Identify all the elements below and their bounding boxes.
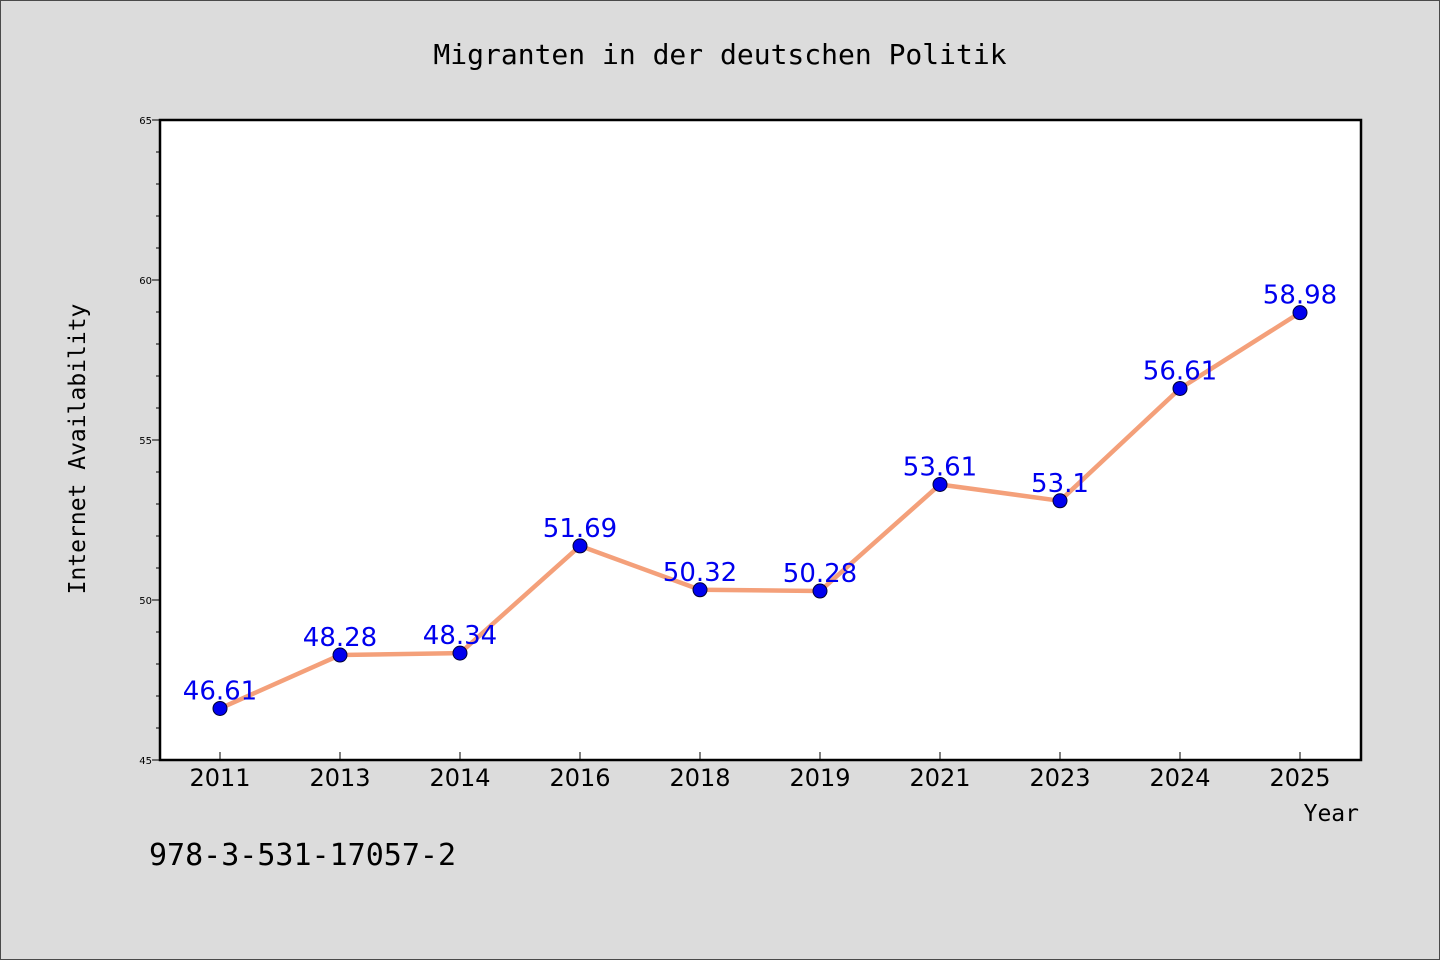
data-label: 53.1: [1031, 469, 1089, 499]
x-tick-label: 2025: [1269, 764, 1330, 792]
data-label: 51.69: [543, 514, 617, 544]
data-point: [932, 476, 948, 492]
x-axis-ticks: 2011 2013 2014 2016 2018 2019 2021 2023 2024 2025: [189, 752, 1331, 792]
x-tick-label: 2016: [549, 764, 610, 792]
data-label: 50.32: [663, 558, 737, 588]
data-point: [812, 583, 828, 599]
data-label: 56.61: [1143, 356, 1217, 386]
x-axis-label: Year: [1304, 801, 1359, 827]
data-label: 50.28: [783, 559, 857, 589]
isbn-annotation: 978-3-531-17057-2: [149, 838, 456, 873]
series-lines: [217, 310, 1303, 711]
x-tick-label: 2024: [1149, 764, 1210, 792]
y-tick-label: 50: [139, 596, 152, 607]
data-markers: [212, 305, 1308, 716]
x-tick-label: 2021: [909, 764, 970, 792]
data-labels: 46.61 48.28 48.34 51.69 50.32 50.28 53.61 53.1 5…: [183, 281, 1337, 707]
x-tick-label: 2019: [789, 764, 850, 792]
x-tick-label: 2014: [429, 764, 490, 792]
data-label: 46.61: [183, 676, 257, 706]
data-label: 48.28: [303, 623, 377, 653]
data-point: [1052, 493, 1068, 509]
x-tick-label: 2018: [669, 764, 730, 792]
data-label: 58.98: [1263, 281, 1337, 311]
plot-area: [158, 118, 1363, 762]
y-tick-label: 65: [139, 116, 152, 127]
data-point: [212, 700, 228, 716]
data-point: [572, 538, 588, 554]
y-tick-label: 55: [139, 436, 152, 447]
x-tick-label: 2011: [189, 764, 250, 792]
series-line: [217, 310, 1303, 711]
y-tick-label: 60: [139, 276, 152, 287]
data-label: 53.61: [903, 452, 977, 482]
x-tick-label: 2023: [1029, 764, 1090, 792]
data-point: [1172, 380, 1188, 396]
data-point: [332, 647, 348, 663]
data-point: [1292, 305, 1308, 321]
data-point: [452, 645, 468, 661]
y-axis-ticks: 45 50 55 60 65: [139, 116, 160, 767]
y-axis-label: Internet Availability: [65, 304, 91, 595]
chart-title: Migranten in der deutschen Politik: [433, 38, 1006, 71]
y-tick-label: 45: [139, 756, 152, 767]
x-tick-label: 2013: [309, 764, 370, 792]
data-label: 48.34: [423, 621, 497, 651]
data-point: [692, 582, 708, 598]
